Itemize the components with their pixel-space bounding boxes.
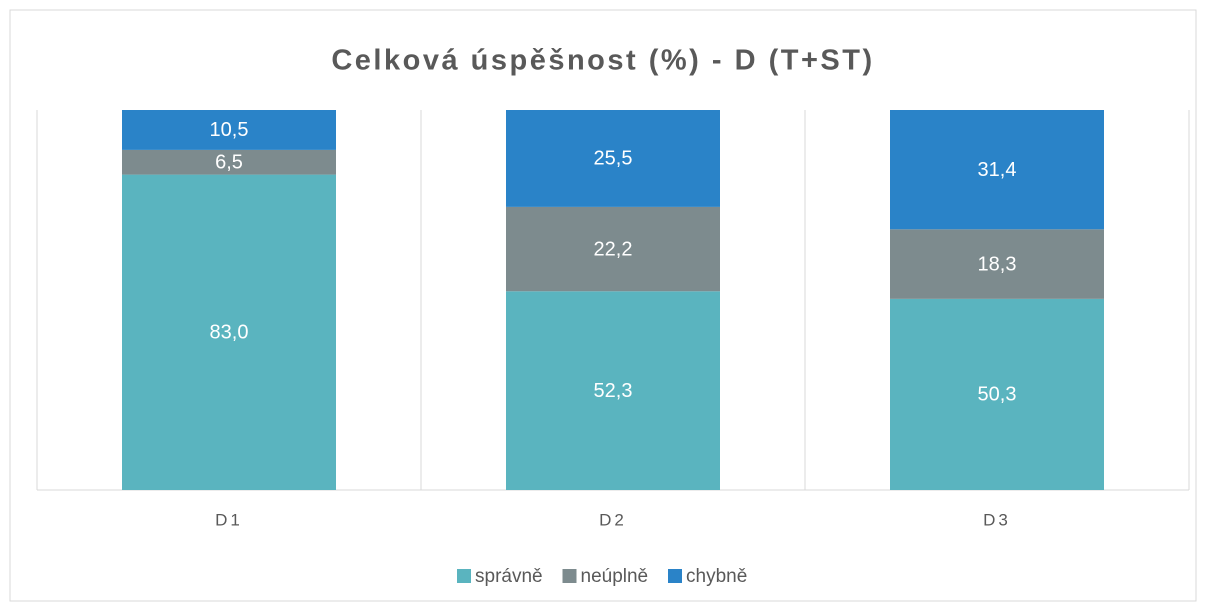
bar-segment xyxy=(890,229,1104,299)
x-tick-label: D1 xyxy=(215,510,243,529)
data-label: 10,5 xyxy=(210,119,249,141)
bar-segment xyxy=(890,298,1104,490)
data-label: 50,3 xyxy=(978,384,1017,406)
chart-title: Celková úspěšnost (%) - D (T+ST) xyxy=(331,45,874,77)
data-label: 25,5 xyxy=(594,148,633,170)
data-label: 6,5 xyxy=(215,152,243,174)
bar-segment xyxy=(122,149,336,175)
data-label: 18,3 xyxy=(978,253,1017,275)
legend-swatch xyxy=(562,569,577,583)
data-label: 31,4 xyxy=(978,159,1017,181)
bar-segment xyxy=(890,110,1104,230)
bar-segment xyxy=(122,110,336,150)
x-tick-label: D2 xyxy=(599,510,627,529)
bar-segment xyxy=(506,291,720,490)
legend-swatch xyxy=(457,569,471,583)
legend-label: chybně xyxy=(686,566,747,587)
bar-segment xyxy=(506,110,720,207)
legend-swatch xyxy=(668,569,682,583)
x-tick-label: D3 xyxy=(983,510,1011,529)
data-label: 22,2 xyxy=(594,238,633,260)
data-label: 83,0 xyxy=(210,322,249,344)
legend-label: správně xyxy=(475,566,543,587)
data-label: 52,3 xyxy=(594,380,633,402)
legend-label: neúplně xyxy=(581,566,649,587)
bar-segment xyxy=(506,206,720,292)
bar-segment xyxy=(122,174,336,490)
